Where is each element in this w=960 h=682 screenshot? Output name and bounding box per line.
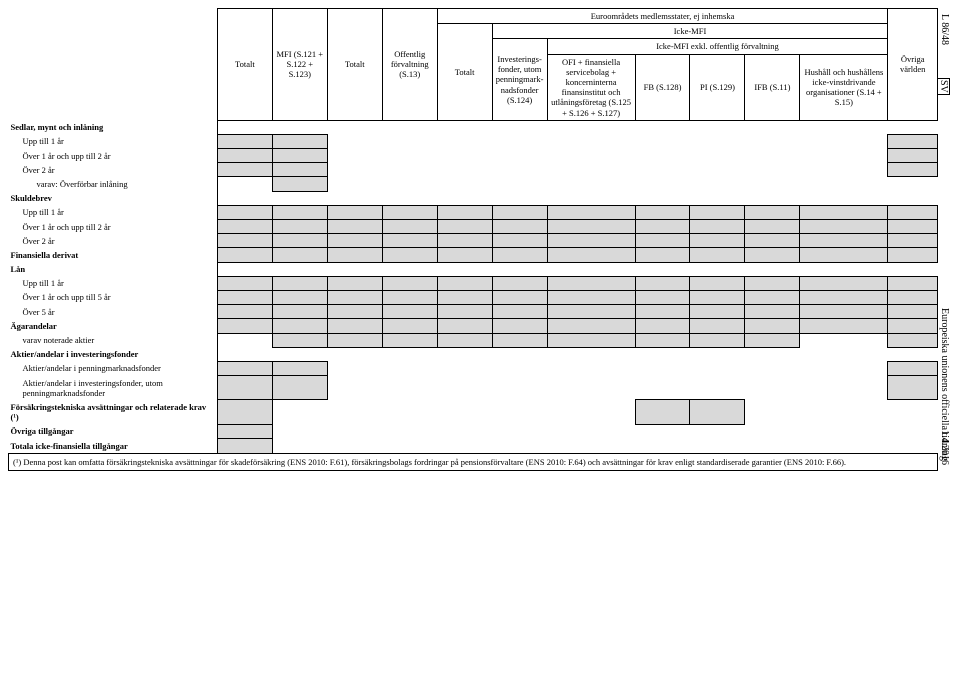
table-row: Över 2 år <box>9 163 938 177</box>
table-row: varav: Överförbar inlåning <box>9 177 938 191</box>
margin-lang: SV <box>937 78 950 95</box>
row-label: Över 2 år <box>9 234 218 248</box>
table-row: Övriga tillgångar <box>9 424 938 438</box>
col-icke-mfi: Icke-MFI <box>492 24 888 39</box>
row-label: Sedlar, mynt och inlåning <box>9 120 218 134</box>
col-pi: PI (S.129) <box>690 54 745 120</box>
col-totalt-3: Totalt <box>437 24 492 121</box>
table-row: Aktier/andelar i investeringsfonder, uto… <box>9 376 938 400</box>
row-label: Upp till 1 år <box>9 205 218 219</box>
margin-page-ref: L 86/48 <box>939 14 950 45</box>
row-label: Aktier/andelar i investeringsfonder, uto… <box>9 376 218 400</box>
row-label: Över 2 år <box>9 163 218 177</box>
table-row: Försäkringstekniska avsättningar och rel… <box>9 400 938 424</box>
row-label: Över 1 år och upp till 5 år <box>9 290 218 304</box>
col-icke-mfi-exkl: Icke-MFI exkl. offentlig förvaltning <box>547 39 888 54</box>
table-row: Lån <box>9 262 938 276</box>
table-row: Över 1 år och upp till 2 år <box>9 220 938 234</box>
row-label: Över 1 år och upp till 2 år <box>9 149 218 163</box>
table-row: Över 1 år och upp till 5 år <box>9 290 938 304</box>
col-invest: Investerings­fonder, utom penningmark­na… <box>492 39 547 120</box>
row-label: varav noterade aktier <box>9 333 218 347</box>
col-ofi: OFI + finansiella servicebolag + koncern… <box>547 54 635 120</box>
data-table: Totalt MFI (S.121 + S.122 + S.123) Total… <box>8 8 938 471</box>
row-label: varav: Överförbar inlåning <box>9 177 218 191</box>
col-ifb: IFB (S.11) <box>745 54 800 120</box>
row-label: Totala icke-finansiella tillgångar <box>9 439 218 454</box>
table-row: varav noterade aktier <box>9 333 938 347</box>
table-row: Totala icke-finansiella tillgångar <box>9 439 938 454</box>
col-fb: FB (S.128) <box>635 54 690 120</box>
col-mfi: MFI (S.121 + S.122 + S.123) <box>272 9 327 121</box>
table-row: Ägarandelar <box>9 319 938 333</box>
row-label: Skuldebrev <box>9 191 218 205</box>
col-hushall: Hushåll och hushål­lens icke-vinstdri­va… <box>800 54 888 120</box>
margin-date: 1.4.2016 <box>939 430 950 465</box>
table-row: Upp till 1 år <box>9 276 938 290</box>
footnote: (¹) Denna post kan omfatta försäkringste… <box>9 453 938 470</box>
row-label: Finansiella derivat <box>9 248 218 262</box>
row-label: Lån <box>9 262 218 276</box>
table-row: Upp till 1 år <box>9 205 938 219</box>
row-label: Ägarandelar <box>9 319 218 333</box>
table-row: Skuldebrev <box>9 191 938 205</box>
blank-corner <box>9 9 218 121</box>
row-label: Över 5 år <box>9 305 218 319</box>
row-label: Aktier/andelar i investeringsfonder <box>9 347 218 361</box>
table-row: Över 2 år <box>9 234 938 248</box>
table-row: Aktier/andelar i investeringsfonder <box>9 347 938 361</box>
col-totalt-2: Totalt <box>327 9 382 121</box>
table-row: Upp till 1 år <box>9 134 938 148</box>
col-ovriga: Övriga världen <box>888 9 938 121</box>
col-offentlig: Offentlig förvaltning (S.13) <box>382 9 437 121</box>
table-row: Finansiella derivat <box>9 248 938 262</box>
col-totalt-1: Totalt <box>217 9 272 121</box>
page: L 86/48 SV Europeiska unionens officiell… <box>8 8 952 471</box>
row-label: Övriga tillgångar <box>9 424 218 438</box>
table-row: Över 5 år <box>9 305 938 319</box>
col-euro-top: Euroområdets medlemsstater, ej inhemska <box>437 9 888 24</box>
row-label: Upp till 1 år <box>9 276 218 290</box>
table-row: Aktier/andelar i penningmarknadsfon­der <box>9 361 938 375</box>
table-row: Över 1 år och upp till 2 år <box>9 149 938 163</box>
row-label: Försäkringstekniska avsättningar och rel… <box>9 400 218 424</box>
table-row: Sedlar, mynt och inlåning <box>9 120 938 134</box>
row-label: Över 1 år och upp till 2 år <box>9 220 218 234</box>
row-label: Aktier/andelar i penningmarknadsfon­der <box>9 361 218 375</box>
row-label: Upp till 1 år <box>9 134 218 148</box>
